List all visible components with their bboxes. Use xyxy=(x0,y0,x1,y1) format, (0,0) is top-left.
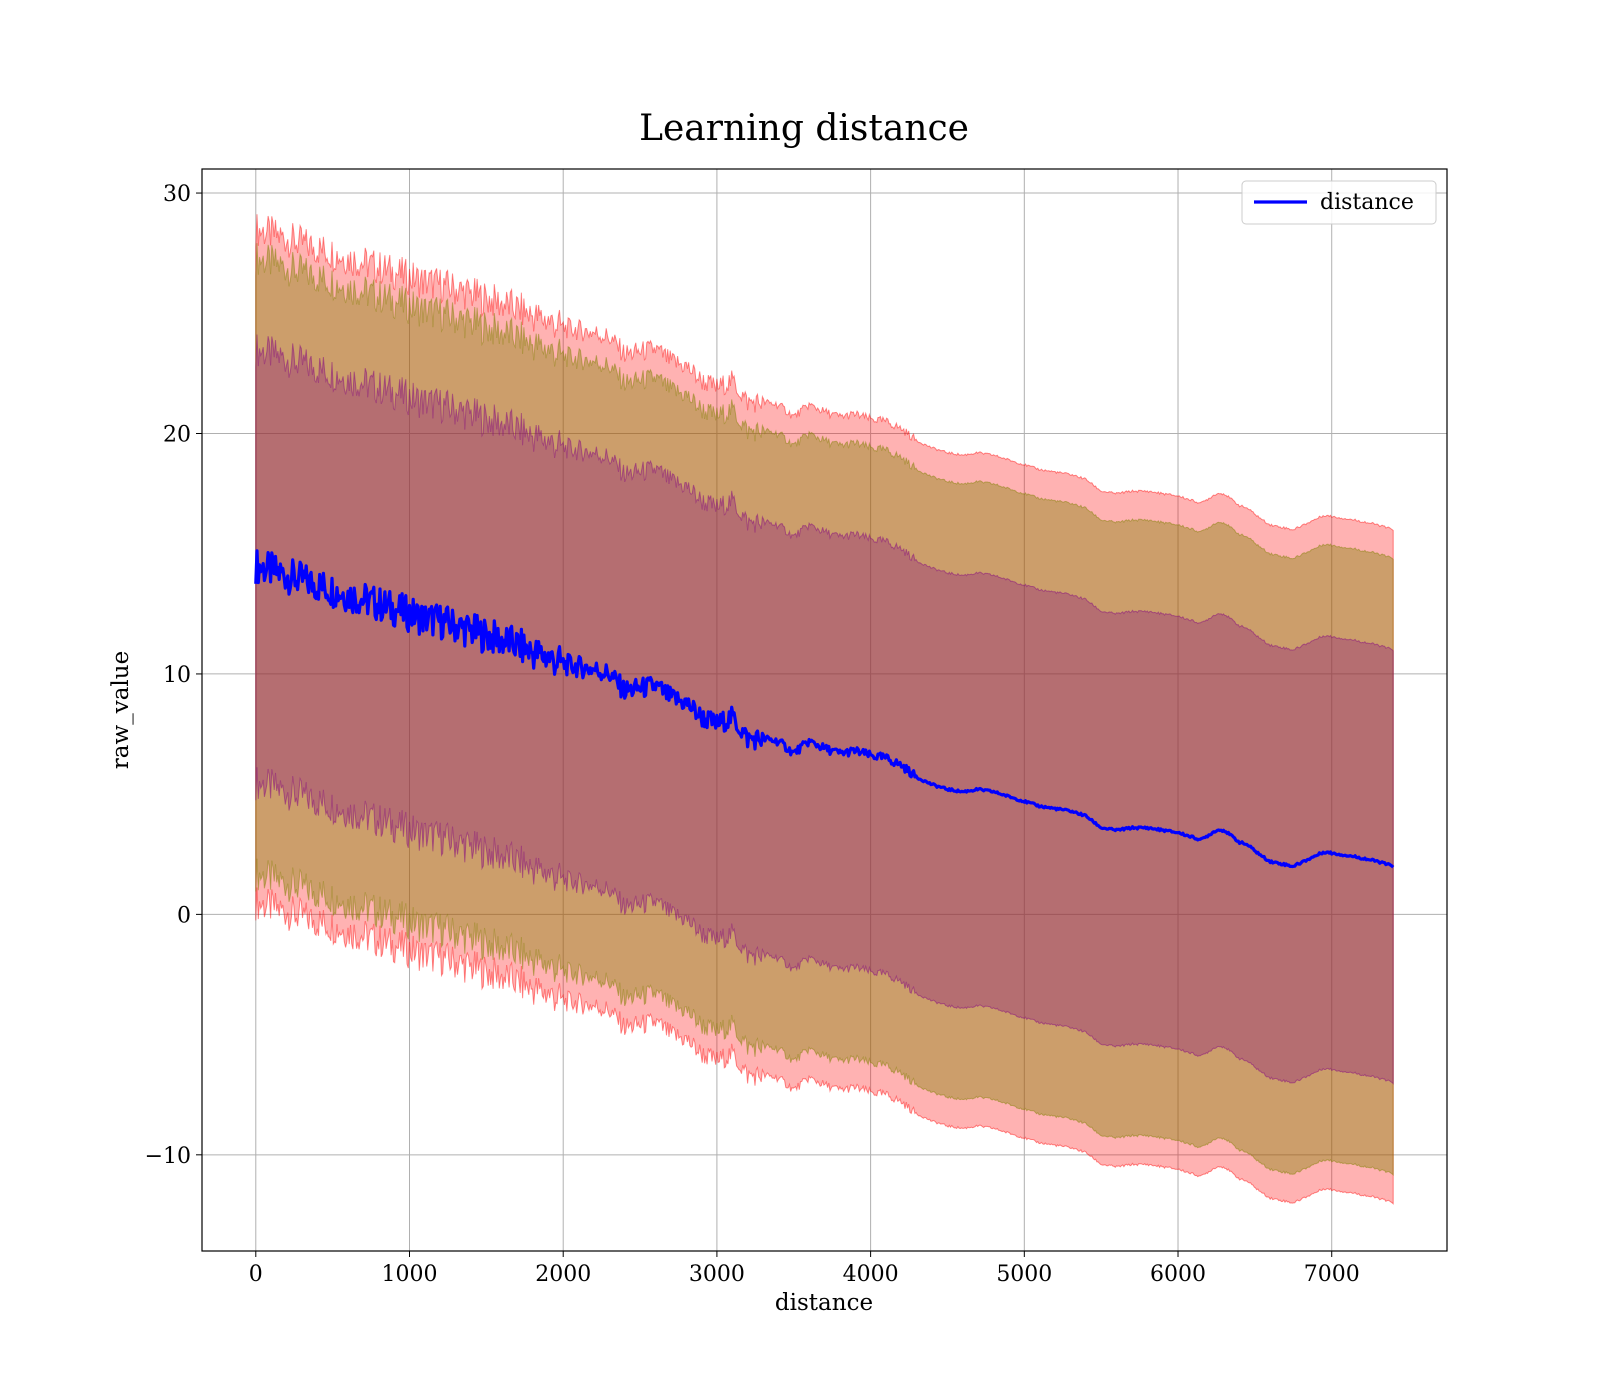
band-outer xyxy=(255,214,1394,1205)
x-axis-label: distance xyxy=(775,1290,873,1316)
legend: distance xyxy=(1241,180,1437,225)
x-tick-label: 0 xyxy=(249,1262,263,1287)
legend-frame xyxy=(1241,180,1437,225)
band-middle xyxy=(255,243,1394,1176)
plot-area xyxy=(202,169,1447,1251)
y-axis-label: raw_value xyxy=(108,651,134,769)
x-tick-label: 2000 xyxy=(535,1262,591,1287)
x-tick-label: 7000 xyxy=(1304,1262,1360,1287)
x-tick-label: 4000 xyxy=(843,1262,899,1287)
series-line-distance xyxy=(254,549,1395,869)
y-tick-label: −10 xyxy=(145,1144,191,1169)
y-tick-label: 0 xyxy=(177,903,191,928)
y-tick-label: 10 xyxy=(163,663,191,688)
y-tick-label: 20 xyxy=(163,422,191,447)
legend-label-distance: distance xyxy=(1320,190,1414,215)
x-tick-label: 1000 xyxy=(382,1262,438,1287)
band-inner xyxy=(255,334,1394,1085)
x-tick-label: 3000 xyxy=(689,1262,745,1287)
chart-title: Learning distance xyxy=(639,108,969,149)
x-tick-label: 6000 xyxy=(1150,1262,1206,1287)
plot-frame xyxy=(201,168,1448,1252)
x-tick-label: 5000 xyxy=(996,1262,1052,1287)
y-tick-label: 30 xyxy=(163,182,191,207)
